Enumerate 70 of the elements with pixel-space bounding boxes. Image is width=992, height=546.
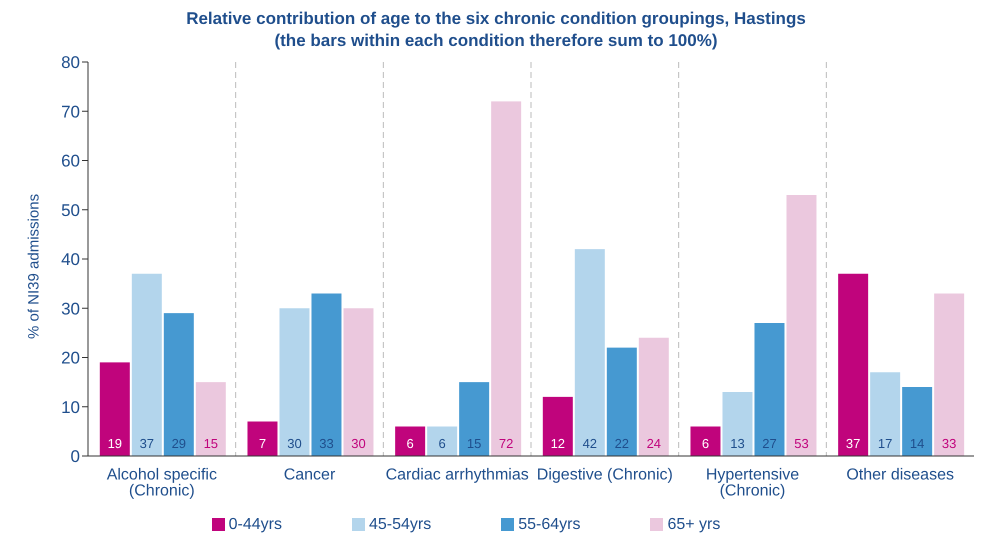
bar xyxy=(754,323,784,456)
data-label: 15 xyxy=(466,436,482,451)
data-label: 19 xyxy=(108,436,122,451)
bar xyxy=(606,348,637,456)
bar xyxy=(838,274,868,456)
data-label: 6 xyxy=(702,436,710,451)
y-tick-label: 0 xyxy=(70,447,80,466)
x-tick-label: Hypertensive (Chronic) xyxy=(706,466,800,500)
data-label: 14 xyxy=(910,436,924,451)
bar xyxy=(542,396,573,456)
y-tick-label: 80 xyxy=(61,53,80,72)
data-label: 37 xyxy=(846,436,860,451)
legend-label: 55-64yrs xyxy=(518,516,580,533)
bar xyxy=(459,382,490,456)
bar xyxy=(100,362,130,456)
bar xyxy=(343,308,374,456)
bar xyxy=(247,422,278,456)
data-label: 30 xyxy=(287,436,302,451)
bar xyxy=(311,293,342,456)
data-label: 17 xyxy=(878,436,892,451)
data-label: 6 xyxy=(406,436,414,451)
bar xyxy=(279,308,310,456)
bar xyxy=(786,194,816,456)
y-tick-label: 40 xyxy=(61,250,80,270)
data-label: 37 xyxy=(140,436,154,451)
legend-label: 45-54yrs xyxy=(368,516,432,533)
y-tick-label: 50 xyxy=(61,200,80,220)
x-tick-label: Cardiac arrhythmias xyxy=(386,466,529,484)
legend-label: 0-44yrs xyxy=(228,516,282,533)
data-label: 33 xyxy=(942,436,956,451)
bar xyxy=(395,426,426,456)
data-label: 42 xyxy=(582,436,598,451)
data-label: 6 xyxy=(438,436,446,451)
data-label: 72 xyxy=(498,436,514,451)
chart-title: Relative contribution of age to the six chronic condition groupings, Hastings xyxy=(185,8,807,30)
bar xyxy=(902,387,932,456)
y-tick-label: 20 xyxy=(61,348,80,368)
data-label: 24 xyxy=(646,436,662,451)
chart-subtitle: (the bars within each condition therefore sum to 100%) xyxy=(273,30,718,52)
y-axis-title: % of NI39 admissions xyxy=(25,194,42,339)
data-label: 12 xyxy=(550,436,566,451)
x-tick-label: Other diseases xyxy=(846,466,954,484)
bar xyxy=(638,338,669,456)
data-label: 13 xyxy=(730,436,745,451)
y-tick-label: 70 xyxy=(61,102,80,122)
bar xyxy=(164,313,194,456)
legend-label: 65+ yrs xyxy=(667,516,720,533)
data-label: 22 xyxy=(614,436,630,451)
x-tick-label: Alcohol specific (Chronic) xyxy=(106,466,217,500)
bar xyxy=(491,101,522,456)
data-label: 53 xyxy=(794,436,809,451)
data-label: 33 xyxy=(319,436,334,451)
data-label: 27 xyxy=(762,436,777,451)
bar xyxy=(574,249,605,456)
bar xyxy=(196,382,226,456)
y-tick-label: 60 xyxy=(61,152,80,171)
data-label: 30 xyxy=(351,436,366,451)
x-tick-label: Cancer xyxy=(284,466,336,484)
bar xyxy=(427,426,458,456)
x-tick-label: Digestive (Chronic) xyxy=(536,466,673,484)
y-tick-label: 10 xyxy=(61,398,80,417)
bar xyxy=(870,372,900,456)
bar xyxy=(934,293,964,456)
bar xyxy=(690,426,720,456)
bar xyxy=(132,274,162,456)
y-tick-label: 30 xyxy=(61,299,80,318)
data-label: 7 xyxy=(258,436,266,451)
data-label: 29 xyxy=(172,436,186,451)
data-label: 15 xyxy=(204,436,218,451)
bar xyxy=(722,392,752,456)
